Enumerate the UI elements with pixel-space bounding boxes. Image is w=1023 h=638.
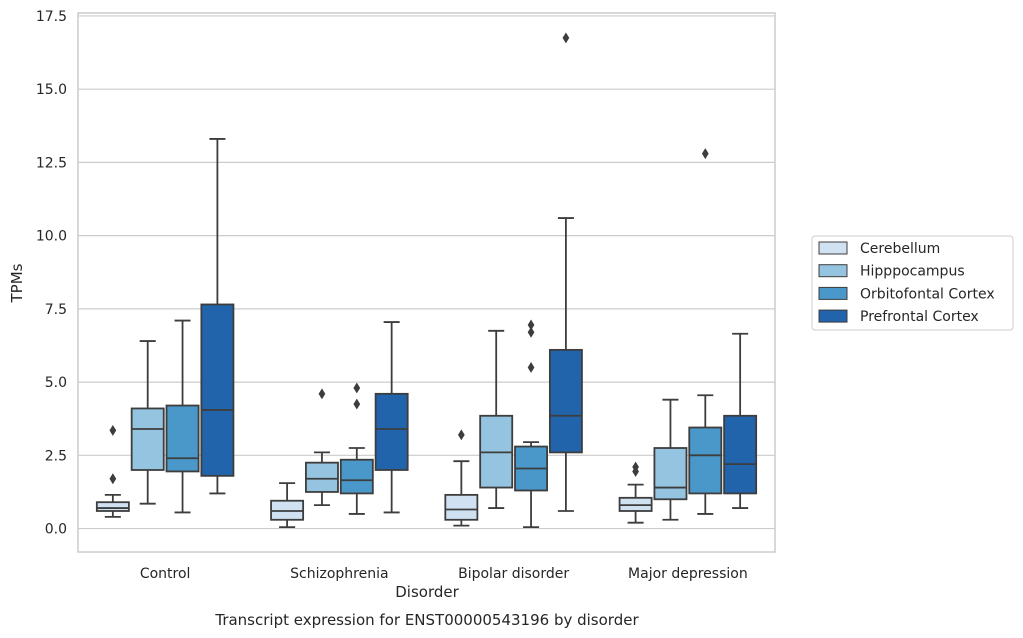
box-hipppocampus xyxy=(130,340,165,505)
box-orbitofontal-cortex xyxy=(339,382,374,515)
y-axis-title: TPMs xyxy=(8,263,26,303)
y-tick-label: 10.0 xyxy=(36,229,67,245)
box-cerebellum xyxy=(95,424,130,518)
box-iqr xyxy=(95,501,130,512)
box-prefrontal-cortex xyxy=(200,138,235,495)
box-orbitofontal-cortex xyxy=(165,319,200,514)
box-hipppocampus xyxy=(305,388,339,507)
y-tick-label: 7.5 xyxy=(45,302,67,318)
box-prefrontal-cortex xyxy=(723,332,758,509)
box-iqr xyxy=(165,404,200,473)
legend-swatch xyxy=(818,241,848,255)
outlier-point xyxy=(562,32,570,44)
y-tick-label: 2.5 xyxy=(45,448,67,464)
y-tick-label: 5.0 xyxy=(45,375,67,391)
outlier-point xyxy=(527,319,535,331)
box-iqr xyxy=(339,458,374,495)
y-tick-label: 17.5 xyxy=(36,9,67,25)
box-iqr xyxy=(548,348,583,454)
outlier-point xyxy=(353,382,361,394)
legend-label: Prefrontal Cortex xyxy=(860,309,979,325)
box-hipppocampus xyxy=(653,398,688,521)
legend-label: Cerebellum xyxy=(860,241,940,257)
legend-label: Orbitofontal Cortex xyxy=(860,286,995,302)
box-cerebellum xyxy=(618,461,653,524)
box-cerebellum xyxy=(270,482,305,529)
x-tick-label: Control xyxy=(140,566,191,582)
outlier-point xyxy=(701,148,709,160)
y-tick-label: 15.0 xyxy=(36,82,67,98)
outlier-point xyxy=(527,326,535,338)
boxes xyxy=(95,32,758,529)
box-iqr xyxy=(305,461,339,493)
y-tick-label: 0.0 xyxy=(45,522,67,538)
outlier-point xyxy=(109,424,117,436)
x-tick-label: Bipolar disorder xyxy=(458,566,569,582)
box-orbitofontal-cortex xyxy=(514,319,548,529)
y-tick-label: 12.5 xyxy=(36,155,67,171)
outlier-point xyxy=(109,473,117,485)
legend-swatch xyxy=(818,286,848,300)
box-orbitofontal-cortex xyxy=(688,148,723,515)
x-tick-label: Major depression xyxy=(628,566,748,582)
box-iqr xyxy=(723,414,758,495)
y-tick-labels: 0.0 2.5 5.0 7.5 10.0 12.5 15.0 17.5 xyxy=(36,9,67,538)
outlier-point xyxy=(457,429,465,441)
outlier-point xyxy=(527,361,535,373)
outlier-point xyxy=(632,461,639,473)
chart-caption: Transcript expression for ENST0000054319… xyxy=(214,611,639,629)
box-iqr xyxy=(653,447,688,501)
legend-swatch xyxy=(818,264,848,278)
legend: Cerebellum Hipppocampus Orbitofontal Corte… xyxy=(811,235,1014,331)
outlier-point xyxy=(353,398,361,410)
plot-frame xyxy=(77,12,776,553)
box-cerebellum xyxy=(444,429,479,527)
legend-swatch xyxy=(818,309,848,323)
x-tick-label: Schizophrenia xyxy=(290,566,388,582)
box-hipppocampus xyxy=(479,329,514,509)
box-iqr xyxy=(688,426,723,495)
box-iqr xyxy=(444,493,479,521)
box-prefrontal-cortex xyxy=(548,32,583,512)
x-axis-title: Disorder xyxy=(395,583,459,601)
box-iqr xyxy=(200,303,235,477)
box-prefrontal-cortex xyxy=(374,321,409,514)
legend-label: Hipppocampus xyxy=(860,264,965,280)
box-iqr xyxy=(374,392,409,471)
outlier-point xyxy=(318,388,326,400)
box-iqr xyxy=(130,407,165,471)
x-tick-labels: Control Schizophrenia Bipolar disorder Majo… xyxy=(140,566,748,582)
legend-frame xyxy=(811,235,1014,331)
